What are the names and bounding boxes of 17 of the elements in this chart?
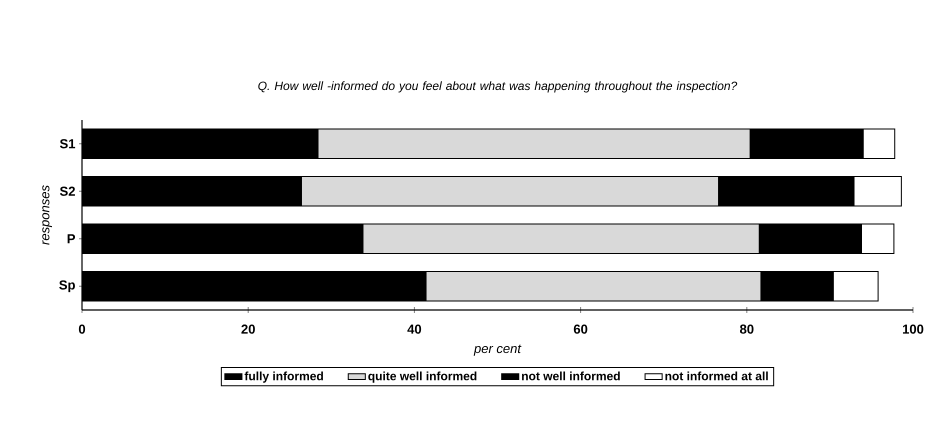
x-tick-label: 100 (902, 324, 924, 334)
x-tick-label: 60 (574, 324, 588, 334)
x-axis-title: per cent (474, 344, 522, 356)
x-tick-label: 40 (407, 324, 422, 334)
y-tick-label: S1 (60, 139, 76, 148)
x-tick-label: 20 (241, 324, 255, 334)
chart-title: Q. How well -informed do you feel about what was happening throughout the inspection? (258, 81, 738, 92)
y-axis-title: responses (42, 185, 52, 245)
y-tick-label: S2 (60, 186, 75, 196)
x-tick-label: 80 (740, 324, 754, 334)
y-tick-label: Sp (59, 280, 75, 292)
y-tick-label: P (68, 234, 76, 244)
legend-label: not informed at all (665, 372, 768, 380)
legend-label: quite well informed (368, 372, 476, 383)
legend-label: fully informed (244, 372, 323, 383)
x-tick-label: 0 (78, 324, 86, 334)
legend-label: not well informed (522, 372, 620, 380)
